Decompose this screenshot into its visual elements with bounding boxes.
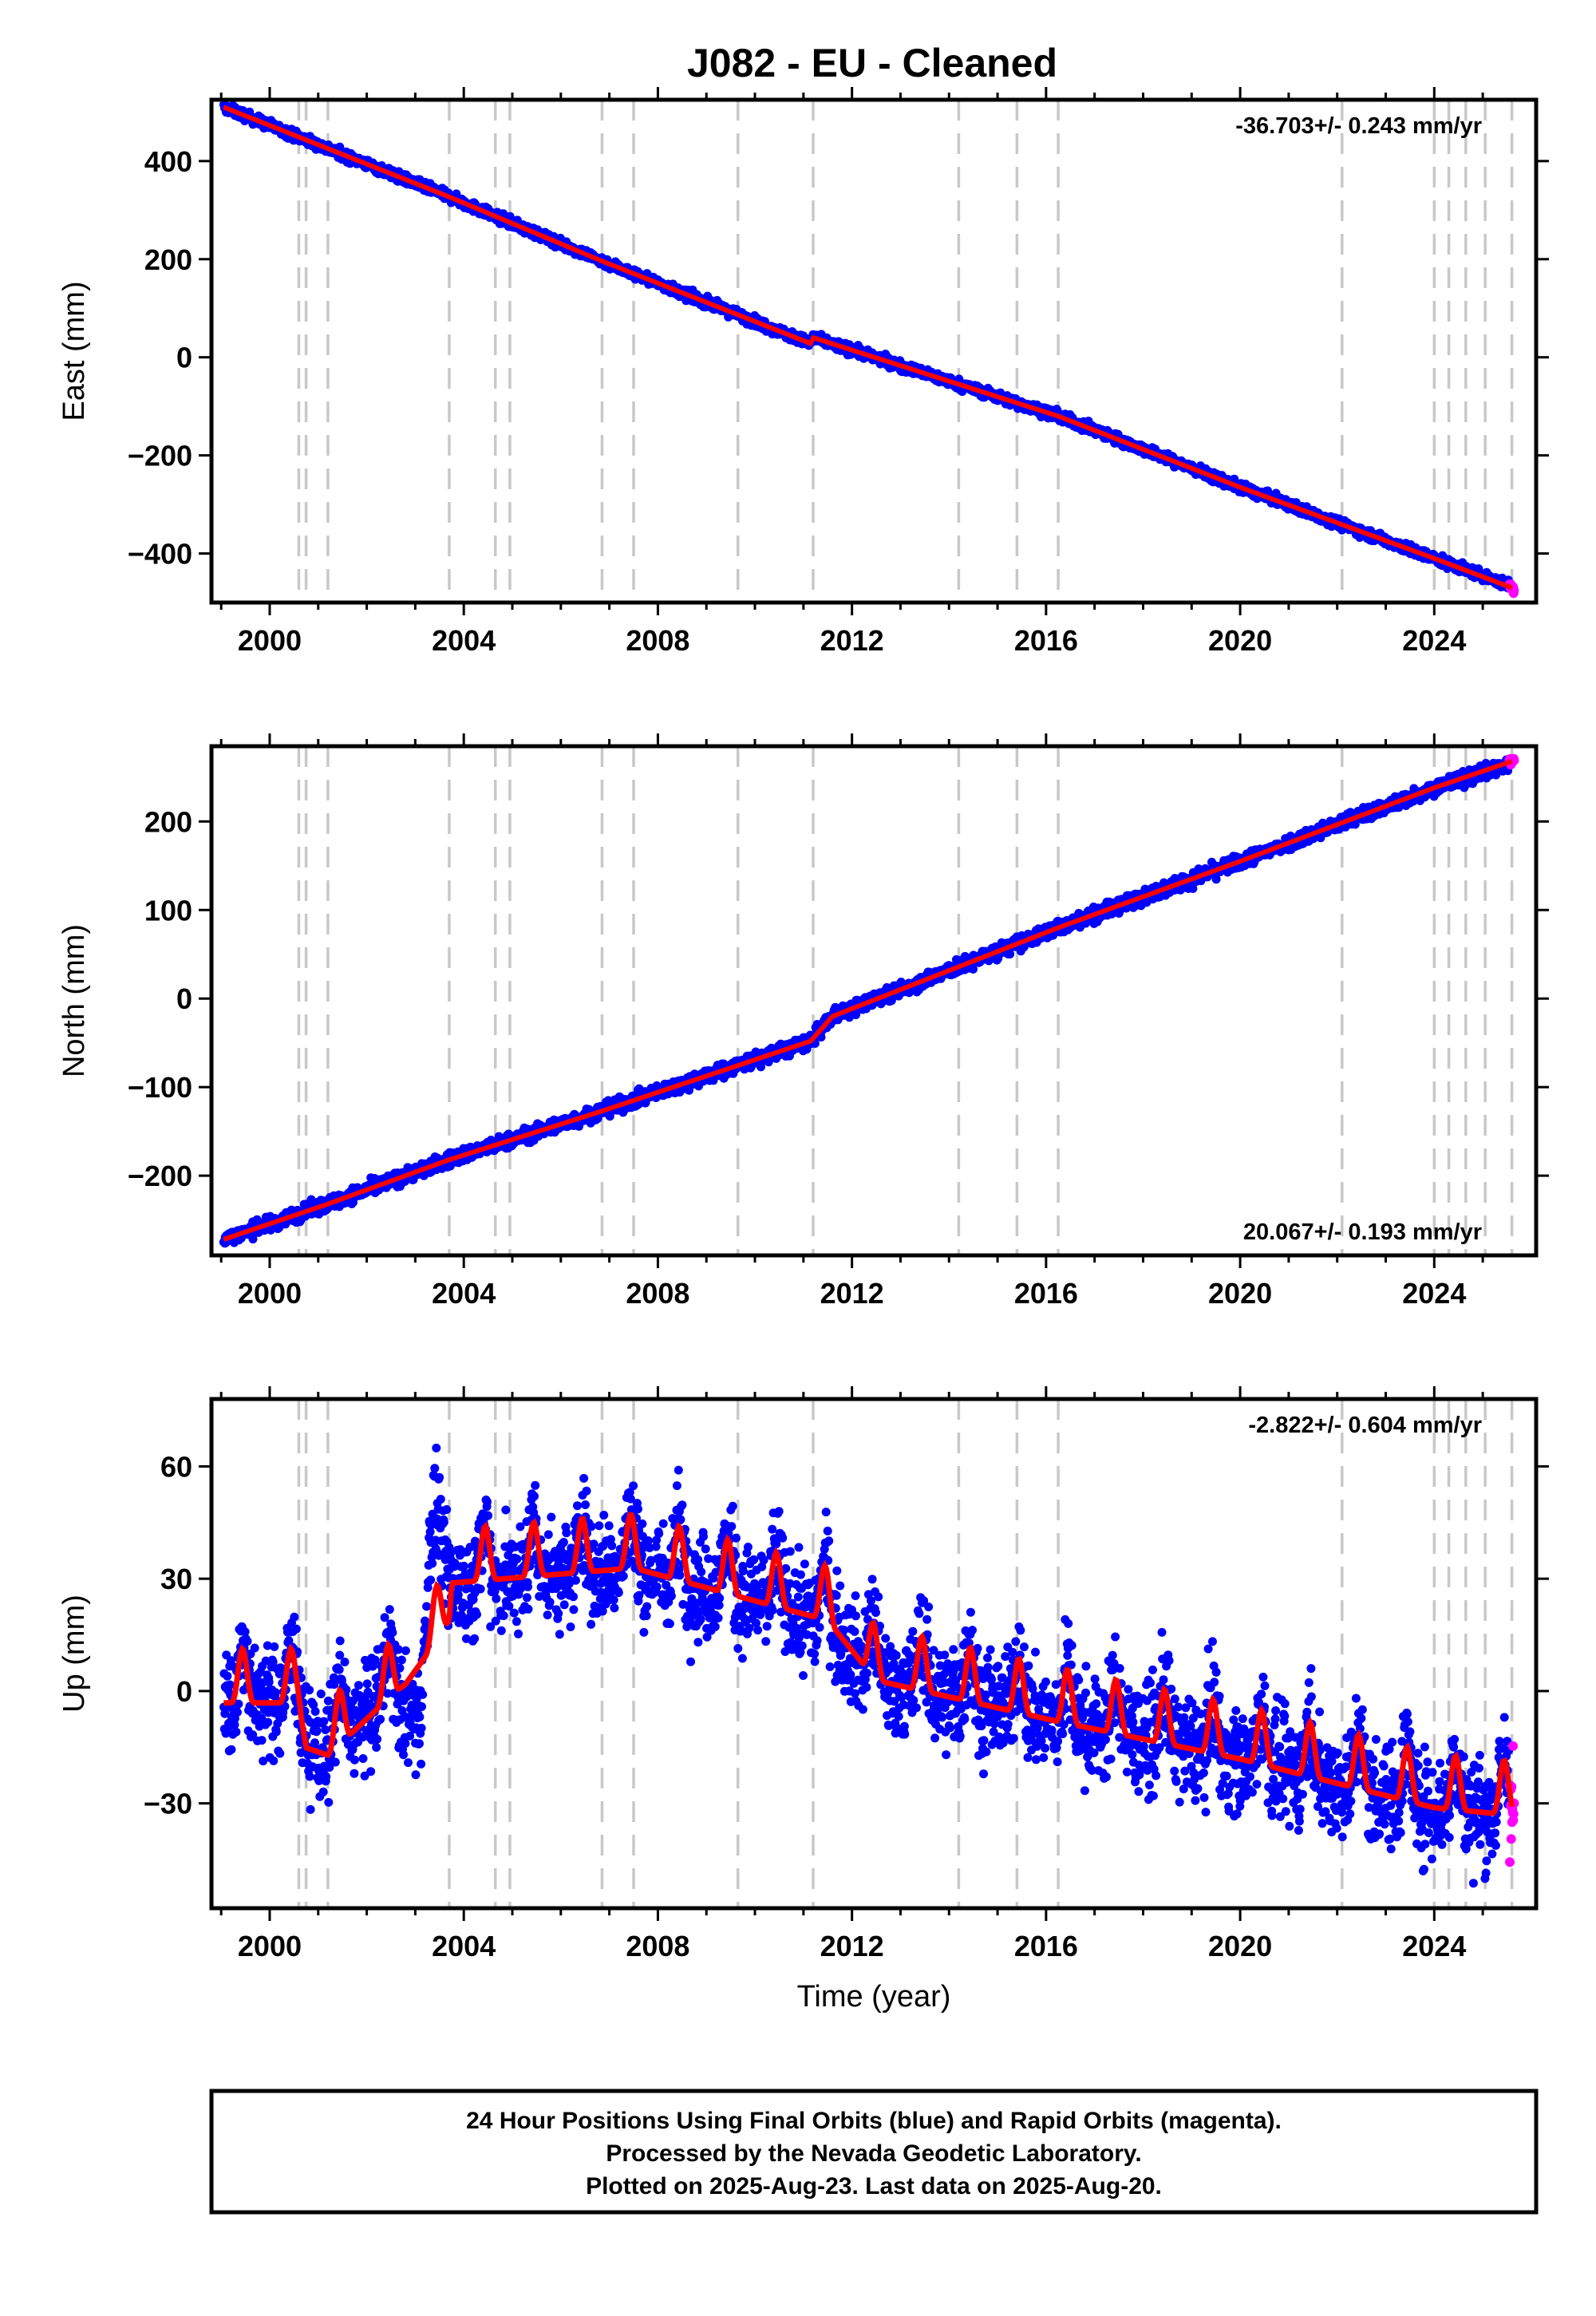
x-tick-label: 2012 bbox=[820, 624, 884, 657]
model-line bbox=[223, 105, 1513, 591]
x-tick-label: 2016 bbox=[1014, 624, 1078, 657]
data-point bbox=[248, 1235, 258, 1244]
x-tick-label: 2000 bbox=[238, 624, 302, 657]
x-tick-label: 2020 bbox=[1208, 624, 1272, 657]
north-panel: 2000 2004 2008 2012 2016 2020 2024−200−1000100… bbox=[57, 733, 1549, 1310]
y-tick-label: 400 bbox=[144, 145, 192, 178]
y-tick-label: −400 bbox=[128, 538, 192, 571]
figure-title: J082 - EU - Cleaned bbox=[687, 41, 1057, 85]
y-tick-label: −200 bbox=[128, 440, 192, 472]
plot-area bbox=[219, 100, 1519, 599]
plot-area bbox=[219, 753, 1519, 1248]
y-tick-label: 0 bbox=[176, 342, 192, 374]
velocity-annotation: -36.703+/- 0.243 mm/yr bbox=[1235, 113, 1482, 139]
y-tick-label: 200 bbox=[144, 243, 192, 276]
east-panel: 2000 2004 2008 2012 2016 2020 2024 −400 −200 0 200… bbox=[57, 87, 1549, 657]
x-tick-label: 2008 bbox=[626, 624, 689, 657]
x-tick-label: 2024 bbox=[1402, 624, 1466, 657]
axes-frame bbox=[209, 97, 1539, 605]
event-lines bbox=[297, 746, 1514, 1255]
x-tick-label: 2004 bbox=[432, 624, 496, 657]
y-axis-label: East (mm) bbox=[57, 281, 91, 421]
